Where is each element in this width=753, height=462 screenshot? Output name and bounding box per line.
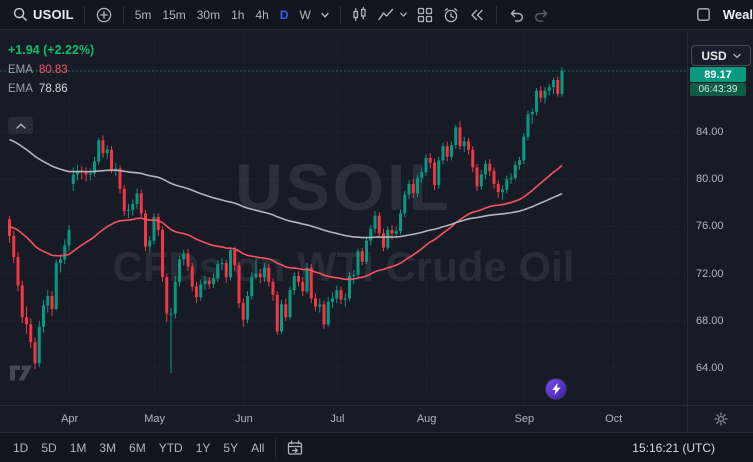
chevron-up-icon [15, 122, 26, 129]
top-toolbar: USOIL 5m 15m 30m 1h 4h D W [0, 0, 753, 30]
chart-grid [0, 31, 687, 405]
time-axis-label-May: May [144, 413, 166, 425]
timeframe-1h[interactable]: 1h [231, 7, 245, 22]
alert-button[interactable] [438, 4, 464, 26]
ema-indicator-row[interactable]: EMA 80.83 [8, 64, 94, 76]
layout-button[interactable] [412, 4, 438, 26]
alarm-clock-icon [444, 7, 458, 22]
goto-date-button[interactable] [282, 437, 308, 459]
undo-button[interactable] [503, 4, 529, 26]
time-axis-label-Apr: Apr [61, 413, 79, 425]
price-axis-label: 84.00 [696, 126, 724, 138]
chevron-down-icon [321, 12, 329, 18]
ema-line [9, 138, 563, 239]
price-change-value: +1.94 (+2.22%) [8, 43, 95, 57]
time-axis-label-Sep: Sep [514, 413, 535, 425]
chart-type-button[interactable] [347, 4, 373, 26]
price-axis[interactable]: USD 89.17 06:43:39 84.00 80.00 76.00 72.00 6… [687, 31, 753, 405]
toolbar-divider [339, 5, 341, 24]
calendar-icon [288, 440, 303, 455]
timeframe-15m[interactable]: 15m [162, 7, 186, 22]
chart-pane[interactable]: USOIL CFDs on WTI Crude Oil +1.94 (+2.22… [0, 31, 687, 405]
timeframe-4h[interactable]: 4h [255, 7, 269, 22]
candlestick-icon [353, 6, 366, 21]
redo-arrow-icon [534, 9, 548, 22]
timeframe-menu-button[interactable] [316, 8, 334, 22]
candles [8, 67, 564, 373]
topbar-right-group: Weal [691, 4, 753, 25]
bottom-toolbar: 1D 5D 1M 3M 6M YTD 1Y 5Y All 15:16:21 (UTC) [0, 432, 753, 462]
rewind-icon [471, 9, 483, 20]
currency-label: USD [701, 48, 727, 63]
timeframe-W[interactable]: W [299, 7, 311, 22]
brand-label: Weal [722, 7, 753, 22]
time-axis-label-Jul: Jul [330, 413, 345, 425]
clock-utc[interactable]: 15:16:21 (UTC) [632, 440, 715, 455]
ema-value: 78.86 [38, 83, 68, 95]
replay-button[interactable] [464, 4, 490, 26]
timeframe-30m[interactable]: 30m [196, 7, 221, 22]
range-5D[interactable]: 5D [41, 440, 57, 455]
time-axis-label-Jun: Jun [235, 413, 253, 425]
ema-indicator-row[interactable]: EMA 78.86 [8, 83, 94, 95]
tradingview-logo-icon [10, 365, 32, 381]
community-button[interactable] [546, 379, 566, 399]
chevron-down-icon [733, 53, 741, 58]
ema-label: EMA [8, 64, 33, 76]
timeframe-list: 5m 15m 30m 1h 4h D W [130, 6, 316, 24]
gear-icon[interactable] [713, 412, 728, 426]
symbol-name[interactable]: USOIL [33, 7, 74, 22]
currency-dropdown[interactable]: USD [691, 45, 751, 66]
lightning-icon [551, 383, 561, 395]
undo-arrow-icon [510, 9, 523, 22]
chart-legend: +1.94 (+2.22%) EMA 80.83 EMA 78.86 [8, 43, 94, 95]
range-YTD[interactable]: YTD [158, 440, 183, 455]
ema-label: EMA [8, 83, 33, 95]
square-icon [697, 8, 710, 21]
range-All[interactable]: All [251, 440, 265, 455]
range-1D[interactable]: 1D [13, 440, 29, 455]
price-axis-label: 64.00 [696, 362, 724, 374]
axis-settings-corner [687, 405, 753, 432]
range-1M[interactable]: 1M [69, 440, 87, 455]
price-axis-label: 72.00 [696, 267, 724, 280]
timeframe-5m[interactable]: 5m [134, 7, 152, 22]
timeframe-D[interactable]: D [279, 7, 289, 22]
grid-icon [417, 7, 432, 22]
date-range-list: 1D 5D 1M 3M 6M YTD 1Y 5Y All [8, 438, 269, 458]
toolbar-divider [495, 5, 497, 24]
ema-line [9, 164, 563, 281]
price-axis-label: 68.00 [696, 314, 724, 327]
line-chart-icon [378, 8, 394, 20]
last-price-badge: 89.17 [690, 67, 746, 82]
price-axis-label: 76.00 [696, 220, 724, 233]
fullscreen-button[interactable] [691, 4, 716, 25]
candlestick-chart[interactable] [0, 31, 687, 405]
compare-button[interactable] [91, 4, 117, 26]
toolbar-divider [275, 438, 277, 457]
time-axis-label-Aug: Aug [416, 413, 437, 425]
redo-button[interactable] [529, 4, 555, 26]
time-axis-label-Oct: Oct [605, 413, 623, 425]
price-axis-label: 80.00 [696, 173, 724, 186]
toolbar-divider [122, 5, 124, 24]
range-3M[interactable]: 3M [99, 440, 117, 455]
range-5Y[interactable]: 5Y [223, 440, 239, 455]
time-axis[interactable]: Apr May Jun Jul Aug Sep Oct [0, 405, 687, 432]
collapse-legend-button[interactable] [8, 117, 33, 134]
candle-countdown-badge: 06:43:39 [690, 83, 746, 96]
symbol-search-button[interactable]: USOIL [8, 4, 78, 25]
range-1Y[interactable]: 1Y [195, 440, 211, 455]
tradingview-logo[interactable] [8, 363, 34, 386]
search-icon [13, 7, 27, 21]
plus-circle-icon [96, 7, 111, 22]
range-6M[interactable]: 6M [129, 440, 146, 455]
ema-value: 80.83 [38, 64, 68, 76]
indicators-button[interactable] [373, 4, 412, 26]
chevron-down-icon [399, 12, 407, 18]
toolbar-divider [83, 5, 85, 24]
